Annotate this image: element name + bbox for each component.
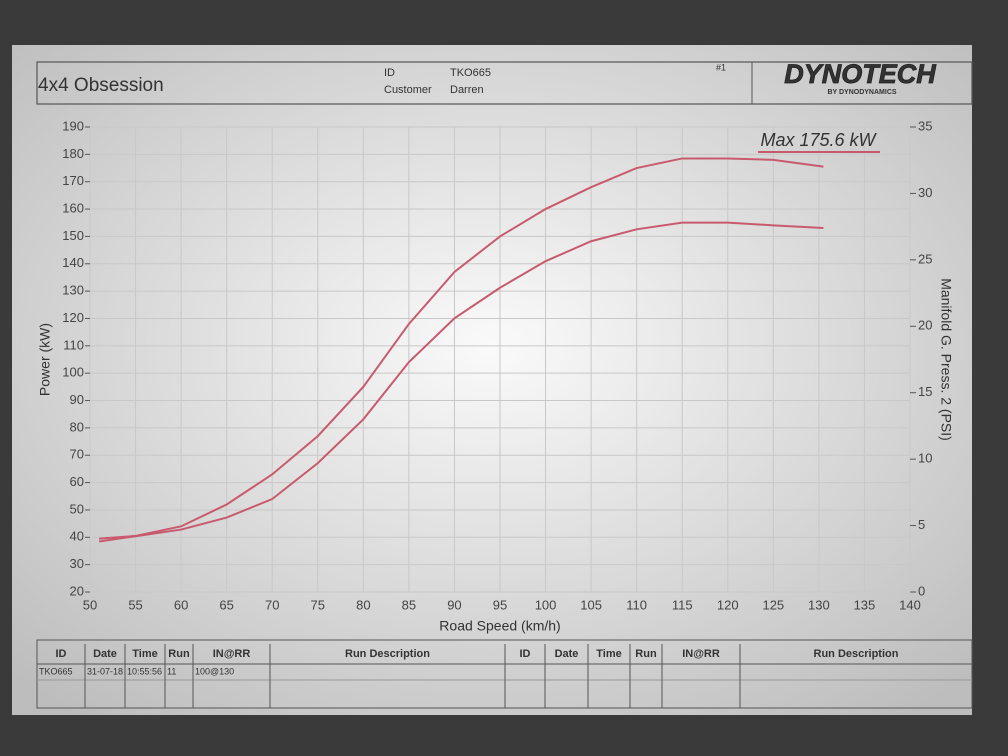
x-tick-label: 115 xyxy=(672,597,693,612)
paper xyxy=(12,45,972,715)
x-tick-label: 135 xyxy=(854,597,876,612)
x-tick-label: 85 xyxy=(402,597,416,612)
y-tick-label: 60 xyxy=(70,474,84,489)
table-header-cell: Date xyxy=(555,648,579,660)
y-tick-label: 70 xyxy=(70,447,84,462)
table-header-cell: Time xyxy=(596,648,621,660)
y2-tick-label: 10 xyxy=(918,451,932,466)
x-tick-label: 80 xyxy=(356,597,370,612)
logo-sub: BY DYNODYNAMICS xyxy=(827,89,896,96)
customer-value: Darren xyxy=(450,84,484,96)
y2-tick-label: 0 xyxy=(918,583,925,598)
x-tick-label: 100 xyxy=(535,597,557,612)
y-tick-label: 50 xyxy=(70,501,84,516)
y2-tick-label: 35 xyxy=(918,118,932,133)
x-tick-label: 140 xyxy=(899,597,921,612)
customer-label: Customer xyxy=(384,84,432,96)
y2-tick-label: 15 xyxy=(918,384,932,399)
table-header-cell: IN@RR xyxy=(682,648,720,660)
y-tick-label: 130 xyxy=(62,283,84,298)
y2-tick-label: 5 xyxy=(918,517,925,532)
id-value: TKO665 xyxy=(450,67,491,79)
y-tick-label: 190 xyxy=(62,118,84,133)
table-header-cell: Run Description xyxy=(814,648,899,660)
y-tick-label: 80 xyxy=(70,419,84,434)
x-tick-label: 95 xyxy=(493,597,507,612)
x-tick-label: 130 xyxy=(808,597,830,612)
x-tick-label: 105 xyxy=(580,597,602,612)
y2-tick-label: 30 xyxy=(918,185,932,200)
table-header-cell: ID xyxy=(520,648,531,660)
table-header-cell: Time xyxy=(132,648,157,660)
x-tick-label: 55 xyxy=(128,597,142,612)
y-tick-label: 160 xyxy=(62,200,84,215)
sheet-number: #1 xyxy=(716,62,726,72)
table-cell: 10:55:56 xyxy=(127,666,162,676)
table-header-cell: Run xyxy=(168,648,190,660)
y-axis-label: Power (kW) xyxy=(37,323,53,396)
y2-axis-label: Manifold G. Press. 2 (PSI) xyxy=(938,278,954,441)
x-tick-label: 70 xyxy=(265,597,279,612)
logo: DYNOTECH xyxy=(784,59,936,89)
table-header-cell: ID xyxy=(56,648,67,660)
x-tick-label: 50 xyxy=(83,597,97,612)
x-tick-label: 65 xyxy=(219,597,233,612)
y-tick-label: 100 xyxy=(62,365,84,380)
x-axis-label: Road Speed (km/h) xyxy=(439,618,560,634)
y-tick-label: 180 xyxy=(62,146,84,161)
y-tick-label: 40 xyxy=(70,529,84,544)
table-cell: 11 xyxy=(167,666,176,676)
data-line xyxy=(98,221,824,543)
y-tick-label: 150 xyxy=(62,228,84,243)
x-tick-label: 90 xyxy=(447,597,461,612)
y-tick-label: 20 xyxy=(70,583,84,598)
table-cell: 31-07-18 xyxy=(87,666,123,676)
data-line xyxy=(99,157,824,540)
x-tick-label: 125 xyxy=(762,597,784,612)
y-tick-label: 30 xyxy=(70,556,84,571)
x-tick-label: 60 xyxy=(174,597,188,612)
id-label: ID xyxy=(384,67,395,79)
y-tick-label: 120 xyxy=(62,310,84,325)
header-box xyxy=(36,61,973,105)
annotation: Max 175.6 kW xyxy=(760,130,877,150)
table-cell: 100@130 xyxy=(195,666,234,676)
y-tick-label: 90 xyxy=(70,392,84,407)
y2-tick-label: 20 xyxy=(918,318,932,333)
header-title: 4x4 Obsession xyxy=(38,75,164,96)
y-tick-label: 110 xyxy=(63,337,84,352)
table-header-cell: Run Description xyxy=(345,648,430,660)
table-header-cell: Date xyxy=(93,648,117,660)
y-tick-label: 140 xyxy=(62,255,84,270)
x-tick-label: 75 xyxy=(311,597,325,612)
x-tick-label: 120 xyxy=(717,597,739,612)
table-header-cell: IN@RR xyxy=(213,648,251,660)
table-header-cell: Run xyxy=(635,648,657,660)
table-cell: TKO665 xyxy=(39,666,73,676)
y-tick-label: 170 xyxy=(62,173,84,188)
y2-tick-label: 25 xyxy=(918,251,932,266)
x-tick-label: 110 xyxy=(626,597,647,612)
